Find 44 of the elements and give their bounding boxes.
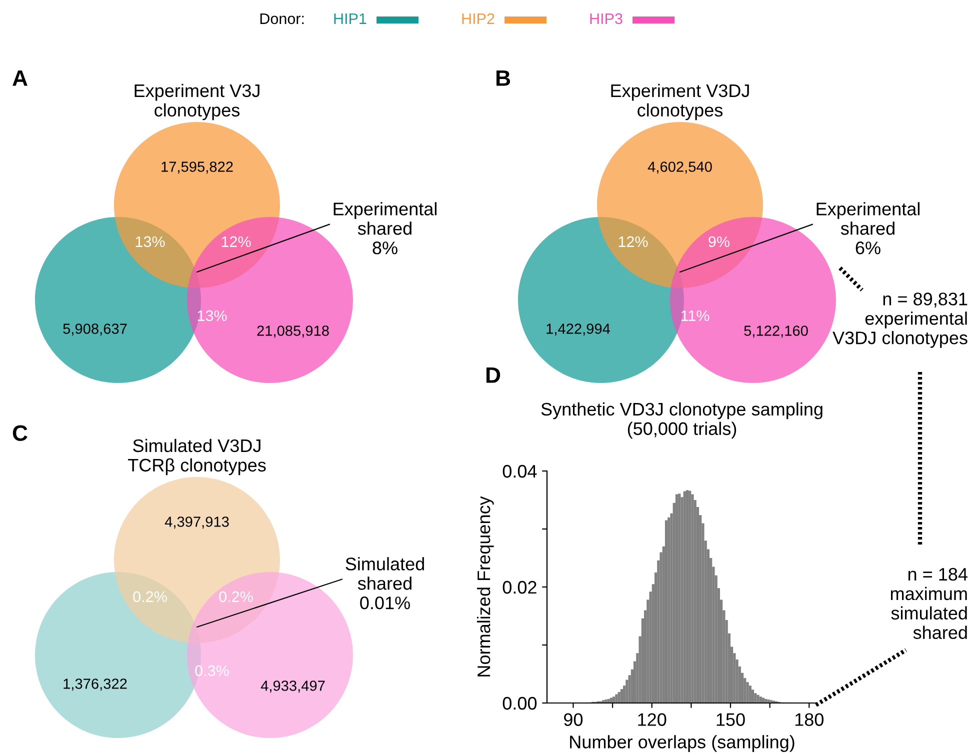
text: 0.3% — [195, 665, 229, 676]
text: 4,397,913 — [164, 516, 229, 529]
y-tick-label: 0.02 — [502, 580, 536, 594]
text: B — [496, 70, 510, 86]
text: 0.2% — [133, 591, 167, 602]
text: 11% — [681, 310, 710, 322]
x-tick-label: 150 — [716, 713, 745, 726]
text: 5,908,637 — [63, 324, 127, 336]
chart-title: Synthetic VD3J clonotype sampling (50,000 trials) — [541, 402, 822, 439]
y-tick-label: 0.04 — [502, 464, 537, 478]
legend-label: HIP1 — [334, 13, 366, 24]
text: Experimental shared 6% — [816, 202, 920, 254]
text: 12% — [222, 236, 251, 248]
x-tick-label: 180 — [795, 713, 824, 726]
legend-title: Donor: — [260, 13, 304, 24]
legend-label: HIP2 — [462, 13, 494, 24]
text: A — [12, 70, 28, 86]
text: 13% — [136, 236, 165, 248]
text: 12% — [618, 236, 648, 248]
text: 9% — [708, 236, 730, 248]
text: 4,602,540 — [648, 162, 712, 174]
text: 21,085,918 — [257, 326, 329, 338]
text: C — [12, 425, 28, 441]
text: 17,595,822 — [162, 162, 233, 174]
text: n = 89,831 experimental V3DJ clonotypes — [832, 292, 968, 348]
x-tick-label: 120 — [638, 713, 666, 726]
text: Experimental shared 8% — [334, 202, 436, 254]
legend-label: HIP3 — [590, 13, 622, 24]
text: 5,122,160 — [744, 326, 808, 338]
text: 13% — [198, 310, 227, 322]
text: D — [486, 367, 500, 383]
text: n = 184 maximum simulated shared — [890, 568, 968, 640]
text: 4,933,497 — [260, 680, 325, 693]
y-axis-title: Normalized Frequency — [476, 496, 494, 676]
x-tick-label: 90 — [564, 713, 583, 726]
text: 1,376,322 — [64, 678, 127, 691]
text: Simulated V3DJ TCRβ clonotypes — [128, 438, 266, 476]
x-axis-title: Number overlaps (sampling) — [570, 735, 794, 752]
text: Experiment V3DJ clonotypes — [611, 84, 749, 120]
text: 0.2% — [219, 591, 253, 602]
text: Simulated shared 0.01% — [346, 557, 424, 610]
text: 1,422,994 — [546, 324, 610, 336]
text: 0.00 — [502, 696, 537, 710]
text: Experiment V3J clonotypes — [134, 84, 260, 120]
